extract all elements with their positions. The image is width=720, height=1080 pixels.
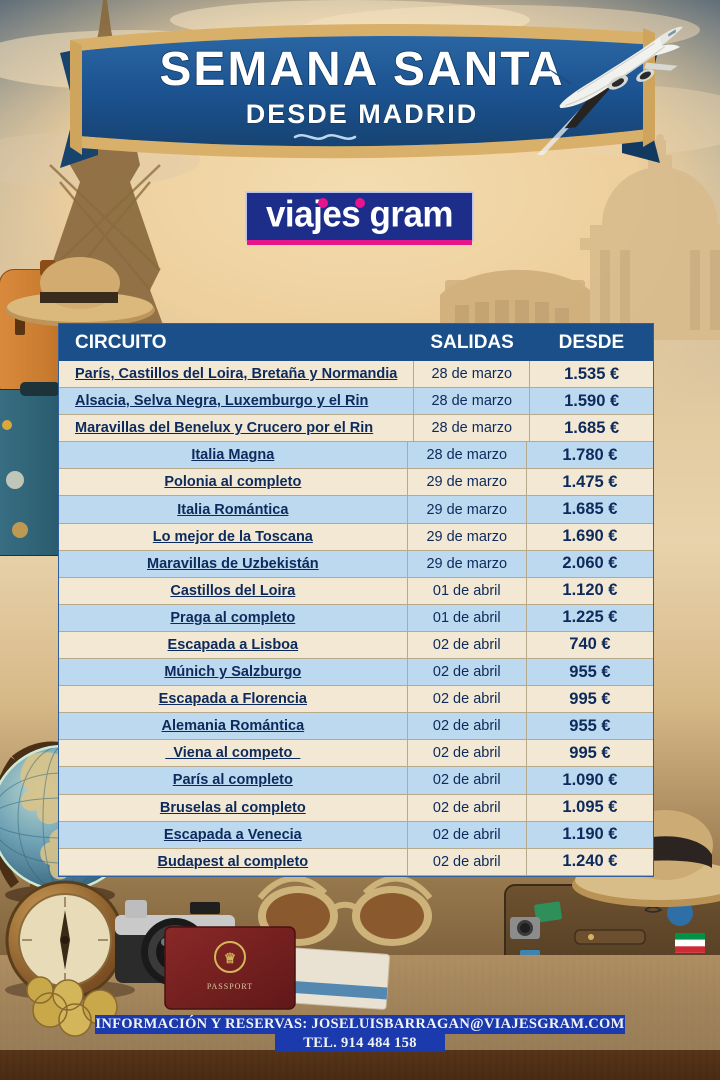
svg-text:DESDE MADRID: DESDE MADRID	[246, 99, 479, 129]
svg-text:SEMANA SANTA: SEMANA SANTA	[159, 43, 564, 96]
svg-text:PASSPORT: PASSPORT	[207, 982, 253, 991]
svg-text:♕: ♕	[224, 950, 237, 966]
